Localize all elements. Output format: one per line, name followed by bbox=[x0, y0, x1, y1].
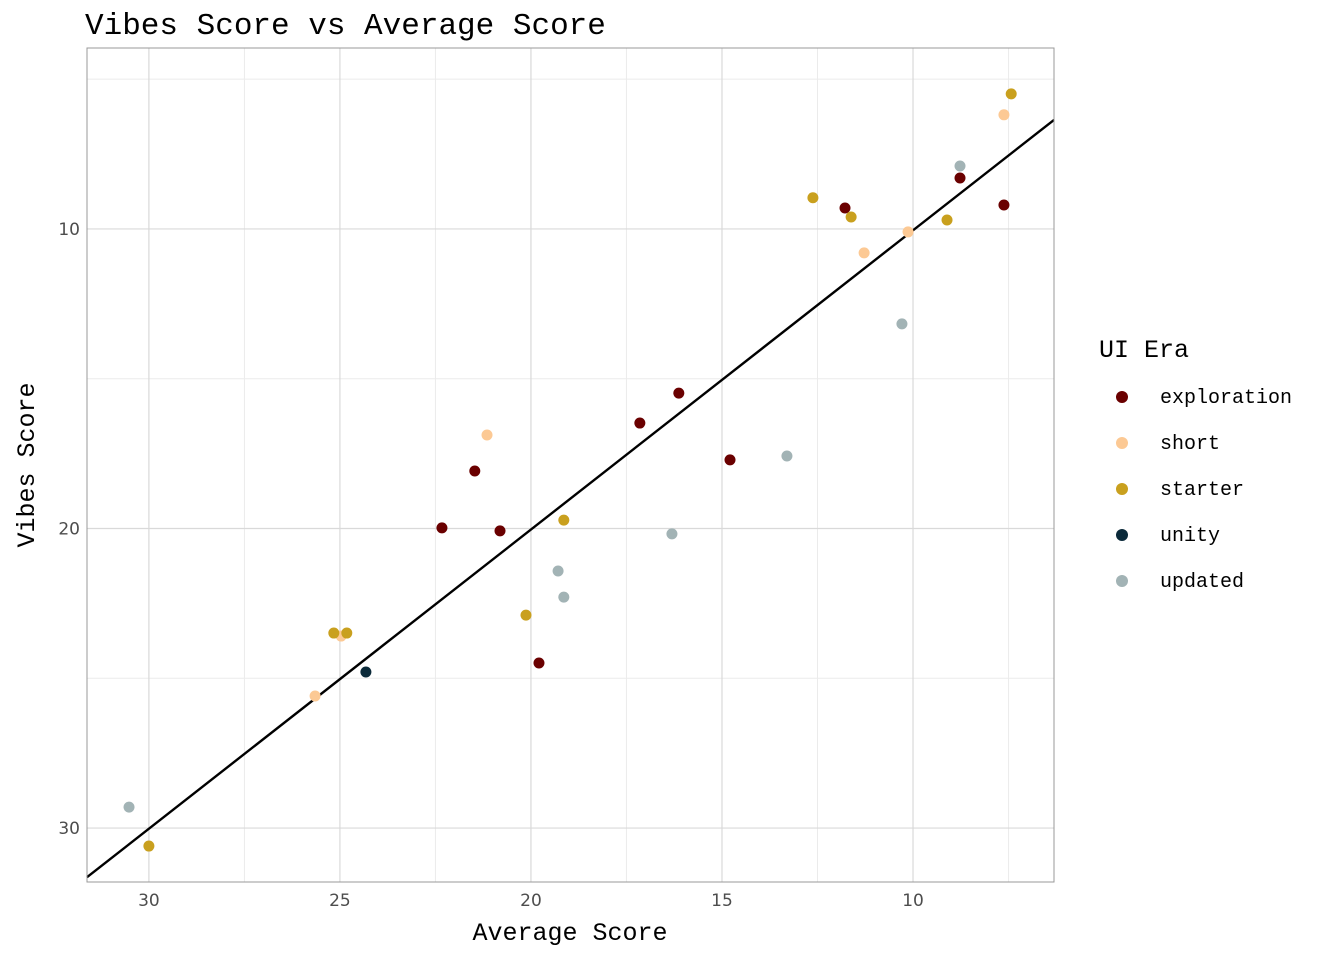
data-point-starter bbox=[558, 514, 570, 526]
legend-key-exploration bbox=[1116, 391, 1128, 403]
x-tick-label: 20 bbox=[520, 891, 542, 911]
data-point-starter bbox=[143, 840, 155, 852]
legend-key-updated bbox=[1116, 575, 1128, 587]
data-point-exploration bbox=[998, 199, 1010, 211]
legend: UI Era exploration short starter unity updat… bbox=[1099, 336, 1292, 594]
x-tick-label: 30 bbox=[138, 891, 160, 911]
y-tick-label: 10 bbox=[58, 220, 80, 240]
legend-label-exploration: exploration bbox=[1160, 387, 1292, 410]
data-point-updated bbox=[666, 528, 678, 540]
regression-line bbox=[86, 118, 1055, 879]
y-axis-ticks: 10 20 30 bbox=[58, 220, 80, 839]
data-point-updated bbox=[558, 591, 570, 603]
x-tick-label: 10 bbox=[902, 891, 924, 911]
data-point-starter bbox=[807, 192, 819, 204]
points bbox=[123, 88, 1017, 852]
legend-label-starter: starter bbox=[1160, 479, 1244, 502]
data-point-updated bbox=[781, 450, 793, 462]
data-point-starter bbox=[845, 211, 857, 223]
data-point-short bbox=[998, 109, 1010, 121]
y-tick-label: 30 bbox=[58, 819, 80, 839]
data-point-starter bbox=[1005, 88, 1017, 100]
x-tick-label: 25 bbox=[329, 891, 351, 911]
x-tick-label: 15 bbox=[711, 891, 733, 911]
data-point-exploration bbox=[724, 454, 736, 466]
panel-border bbox=[86, 47, 1055, 883]
data-point-short bbox=[481, 429, 493, 441]
data-point-starter bbox=[520, 609, 532, 621]
grid bbox=[87, 48, 1054, 882]
data-point-starter bbox=[341, 627, 353, 639]
data-point-short bbox=[858, 247, 870, 259]
legend-key-starter bbox=[1116, 483, 1128, 495]
legend-title: UI Era bbox=[1099, 336, 1189, 365]
data-point-exploration bbox=[634, 417, 646, 429]
data-point-unity bbox=[360, 666, 372, 678]
legend-key-short bbox=[1116, 437, 1128, 449]
data-point-updated bbox=[896, 318, 908, 330]
legend-key-unity bbox=[1116, 529, 1128, 541]
data-point-exploration bbox=[954, 172, 966, 184]
y-tick-label: 20 bbox=[58, 520, 80, 540]
data-point-exploration bbox=[533, 657, 545, 669]
data-point-exploration bbox=[469, 465, 481, 477]
data-point-starter bbox=[328, 627, 340, 639]
data-point-exploration bbox=[494, 525, 506, 537]
legend-label-updated: updated bbox=[1160, 571, 1244, 594]
data-point-exploration bbox=[436, 522, 448, 534]
data-point-short bbox=[309, 690, 321, 702]
data-point-starter bbox=[941, 214, 953, 226]
legend-label-unity: unity bbox=[1160, 525, 1220, 548]
x-axis-label: Average Score bbox=[472, 919, 667, 948]
data-point-exploration bbox=[839, 202, 851, 214]
data-point-updated bbox=[954, 160, 966, 172]
chart-title: Vibes Score vs Average Score bbox=[85, 9, 606, 44]
data-point-exploration bbox=[673, 387, 685, 399]
data-point-updated bbox=[552, 565, 564, 577]
data-point-updated bbox=[123, 801, 135, 813]
fit-line-group bbox=[86, 118, 1055, 879]
data-point-short bbox=[902, 226, 914, 238]
x-axis-ticks: 30 25 20 15 10 bbox=[138, 891, 924, 911]
y-axis-label: Vibes Score bbox=[13, 382, 42, 547]
legend-label-short: short bbox=[1160, 433, 1220, 456]
